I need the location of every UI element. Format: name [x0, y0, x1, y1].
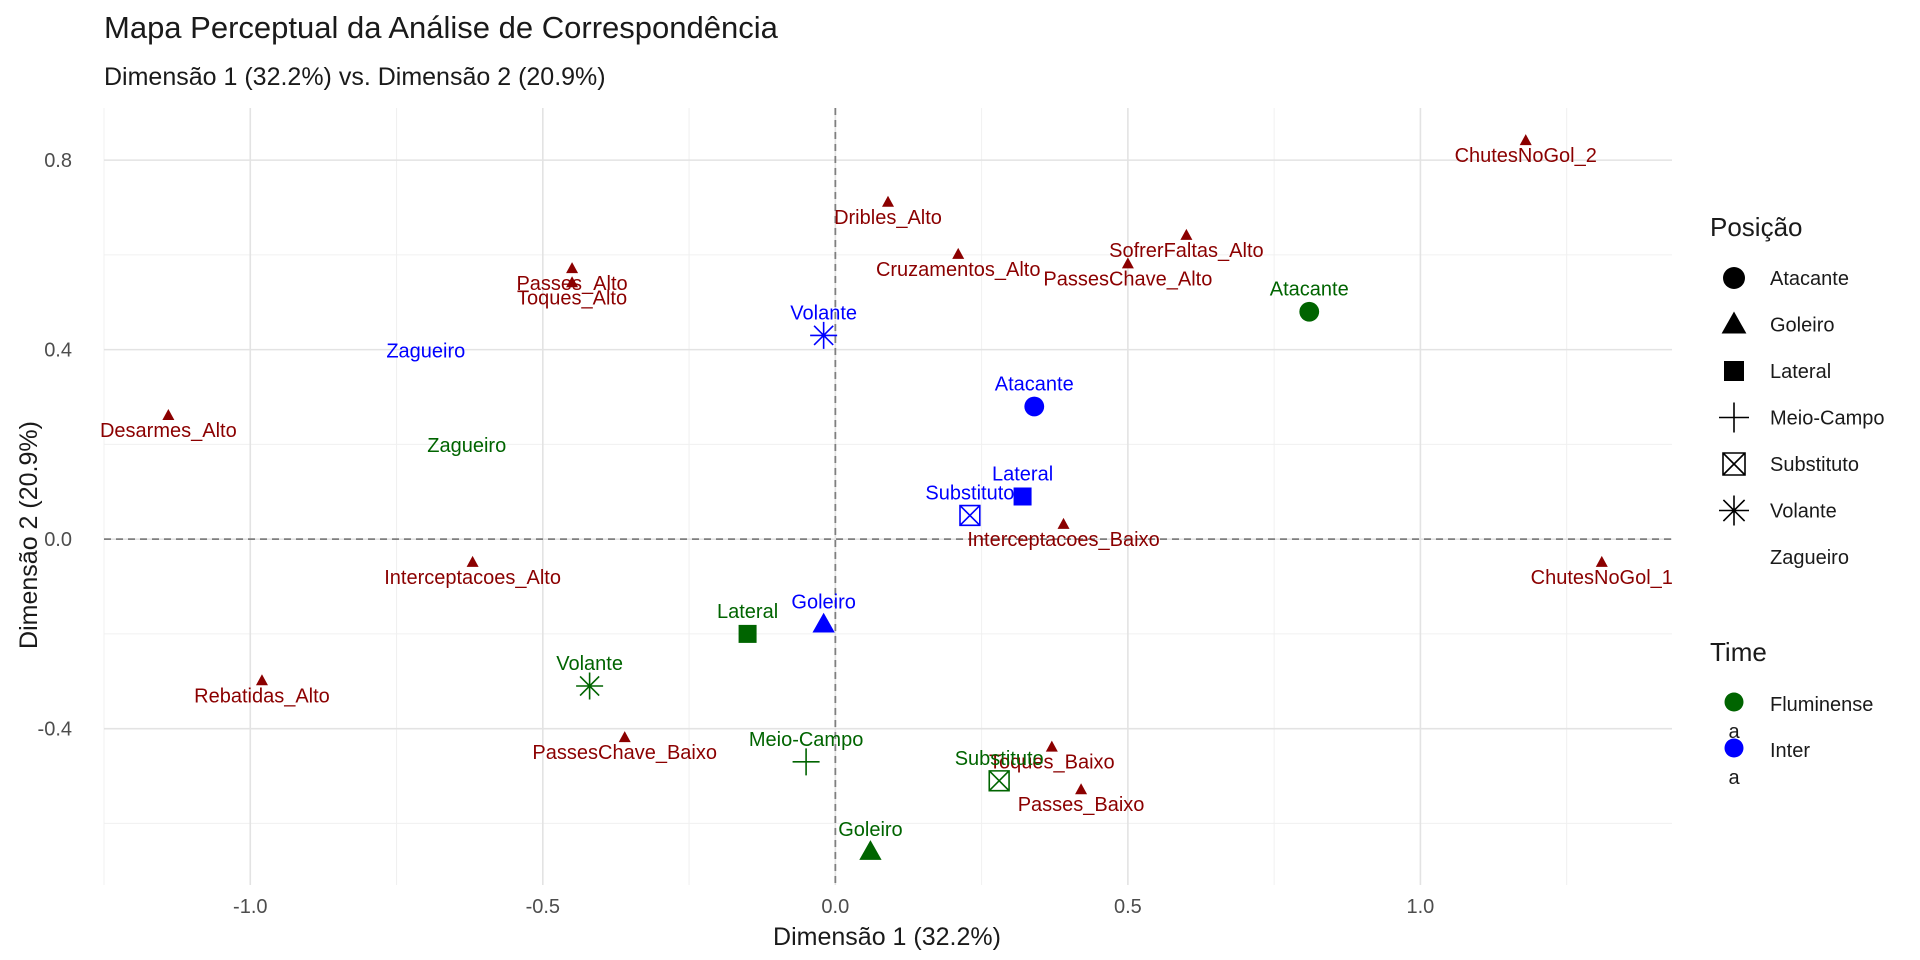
- legend-key-atacante: [1723, 267, 1745, 289]
- team-point-marker: [738, 624, 757, 643]
- category-point-marker: [882, 195, 894, 207]
- x-tick-label: -1.0: [233, 896, 267, 918]
- team-point-marker: [988, 770, 1010, 792]
- y-axis-title: Dimensão 2 (20.9%): [15, 421, 43, 649]
- legend-label: Lateral: [1770, 361, 1831, 383]
- legend-key-goleiro: [1721, 311, 1747, 334]
- category-point-marker: [1121, 257, 1134, 269]
- category-point-label: Passes_Alto: [516, 273, 627, 295]
- category-point-label: Passes_Baixo: [1018, 794, 1145, 816]
- y-tick-label: 0.8: [44, 150, 72, 172]
- legend-label: Volante: [1770, 501, 1837, 523]
- category-point-label: PassesChave_Alto: [1043, 268, 1212, 290]
- team-point-marker: [576, 672, 604, 700]
- x-tick-label: 0.5: [1114, 896, 1142, 918]
- category-point-marker: [618, 731, 631, 743]
- category-point-label: Dribles_Alto: [834, 207, 942, 229]
- category-point-label: SofrerFaltas_Alto: [1109, 240, 1264, 262]
- category-point-marker: [1519, 134, 1532, 146]
- legend-key-text-glyph: a: [1728, 721, 1740, 743]
- category-point-marker: [1180, 228, 1193, 240]
- data-labels: ChutesNoGol_2 Dribles_Alto SofrerFaltas_Al…: [100, 145, 1673, 841]
- x-axis-ticks: -1.0 -0.5 0.0 0.5 1.0: [233, 896, 1434, 918]
- category-point-marker: [952, 247, 965, 259]
- team-point-label: Lateral: [992, 464, 1053, 486]
- category-point-label: Cruzamentos_Alto: [876, 259, 1041, 281]
- legend-key-team-inter: [1724, 738, 1744, 758]
- team-point-marker: [1299, 301, 1320, 322]
- category-point-marker: [255, 674, 268, 686]
- x-tick-label: 0.0: [821, 896, 849, 918]
- legend-label: Substituto: [1770, 454, 1859, 476]
- category-point-marker: [162, 408, 175, 420]
- category-point-label: Interceptacoes_Alto: [384, 567, 561, 589]
- category-point-marker: [1595, 555, 1608, 567]
- reference-lines: [104, 108, 1672, 885]
- legend-key-volante: [1719, 495, 1749, 526]
- category-point-label: Rebatidas_Alto: [194, 685, 330, 707]
- team-point-label: Zagueiro: [427, 435, 506, 457]
- team-point-label: Meio-Campo: [749, 729, 863, 751]
- legend-key-meio-campo: [1719, 402, 1749, 433]
- team-point-label: Substituto: [925, 482, 1014, 504]
- legend-key-team-fluminense: [1724, 692, 1744, 712]
- legend-label: Goleiro: [1770, 315, 1834, 337]
- legend-label: Zagueiro: [1770, 547, 1849, 569]
- team-point-label: Atacante: [1270, 279, 1349, 301]
- team-point-label: Zagueiro: [386, 340, 465, 362]
- legend-label: Inter: [1770, 740, 1810, 762]
- category-point-marker: [1045, 740, 1058, 752]
- category-point-marker: [566, 276, 579, 288]
- legend-label: Fluminense: [1770, 694, 1873, 716]
- legend-key-text-glyph: a: [1728, 767, 1740, 789]
- legend-title-team: Time: [1710, 637, 1767, 667]
- category-point-label: ChutesNoGol_1: [1531, 567, 1673, 589]
- category-point-label: Toques_Baixo: [989, 752, 1115, 774]
- category-point-marker: [1057, 517, 1070, 529]
- team-point-label: Substituto: [955, 748, 1044, 770]
- team-point-marker: [959, 504, 981, 527]
- chart-title: Mapa Perceptual da Análise de Correspond…: [104, 10, 779, 45]
- team-point-marker: [859, 840, 882, 860]
- category-point-marker: [566, 262, 579, 274]
- team-point-label: Goleiro: [838, 819, 902, 841]
- chart-subtitle: Dimensão 1 (32.2%) vs. Dimensão 2 (20.9%…: [104, 63, 606, 91]
- category-point-marker: [466, 555, 479, 567]
- y-tick-label: 0.4: [44, 340, 72, 362]
- category-point-label: Toques_Alto: [517, 287, 627, 309]
- team-point-marker: [792, 748, 820, 776]
- team-point-label: Volante: [556, 653, 623, 675]
- team-point-label: Goleiro: [791, 591, 855, 613]
- category-point-label: Interceptacoes_Baixo: [967, 529, 1159, 551]
- team-point-marker: [810, 321, 838, 349]
- team-point-label: Lateral: [717, 601, 778, 623]
- y-tick-label: 0.0: [44, 529, 72, 551]
- y-axis-ticks: -0.4 0.0 0.4 0.8: [38, 150, 72, 741]
- legend-title-position: Posição: [1710, 212, 1803, 242]
- category-point-marker: [1075, 783, 1088, 795]
- legend-key-lateral: [1724, 361, 1744, 381]
- x-axis-title: Dimensão 1 (32.2%): [773, 923, 1001, 951]
- y-tick-label: -0.4: [38, 719, 72, 741]
- x-tick-label: 1.0: [1407, 896, 1435, 918]
- category-point-label: Desarmes_Alto: [100, 420, 237, 442]
- x-tick-label: -0.5: [526, 896, 560, 918]
- category-point-label: PassesChave_Baixo: [532, 742, 717, 764]
- team-point-marker: [812, 612, 835, 633]
- team-point-marker: [1024, 396, 1045, 417]
- team-point-label: Atacante: [995, 373, 1074, 395]
- category-point-label: ChutesNoGol_2: [1455, 145, 1597, 167]
- legend-label: Meio-Campo: [1770, 408, 1884, 430]
- legend-label: Atacante: [1770, 268, 1849, 290]
- legend-key-substituto: [1722, 452, 1746, 476]
- team-point-label: Volante: [790, 302, 857, 324]
- data-points: [162, 134, 1608, 860]
- legend: Posição Atacante Goleiro Lateral Meio-Campo S…: [1710, 212, 1884, 789]
- team-point-marker: [1013, 487, 1032, 506]
